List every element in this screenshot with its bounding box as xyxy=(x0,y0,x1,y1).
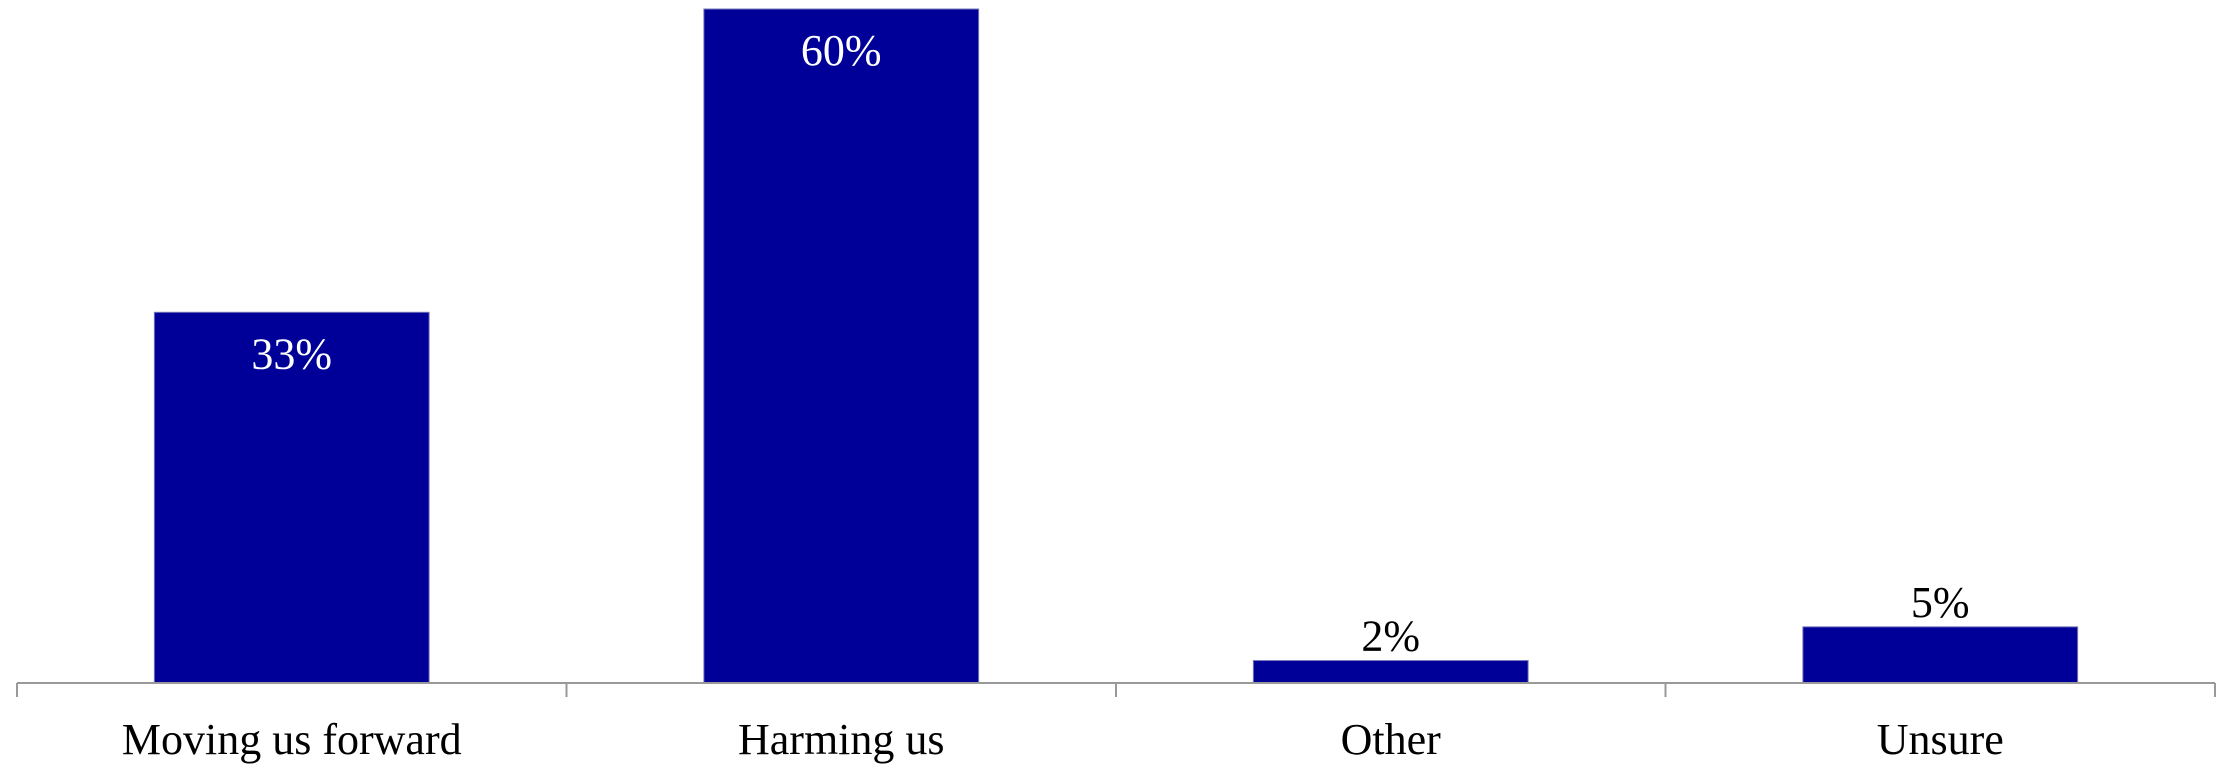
bar xyxy=(1252,660,1529,684)
category-label: Harming us xyxy=(738,715,945,764)
data-label: 2% xyxy=(1361,612,1420,661)
bar xyxy=(703,8,980,684)
category-label: Moving us forward xyxy=(122,715,462,764)
bars-group xyxy=(153,8,2079,684)
category-label: Other xyxy=(1341,715,1442,764)
x-axis xyxy=(16,682,2216,697)
bar xyxy=(153,311,430,684)
data-label: 33% xyxy=(251,329,332,378)
category-labels-group: Moving us forward Harming us Other Unsure xyxy=(122,715,2004,764)
data-label: 5% xyxy=(1911,578,1970,627)
bar xyxy=(1802,626,2079,684)
value-labels-group: 33% 60% 2% 5% xyxy=(251,26,1969,661)
data-label: 60% xyxy=(801,26,882,75)
category-label: Unsure xyxy=(1877,715,2004,764)
